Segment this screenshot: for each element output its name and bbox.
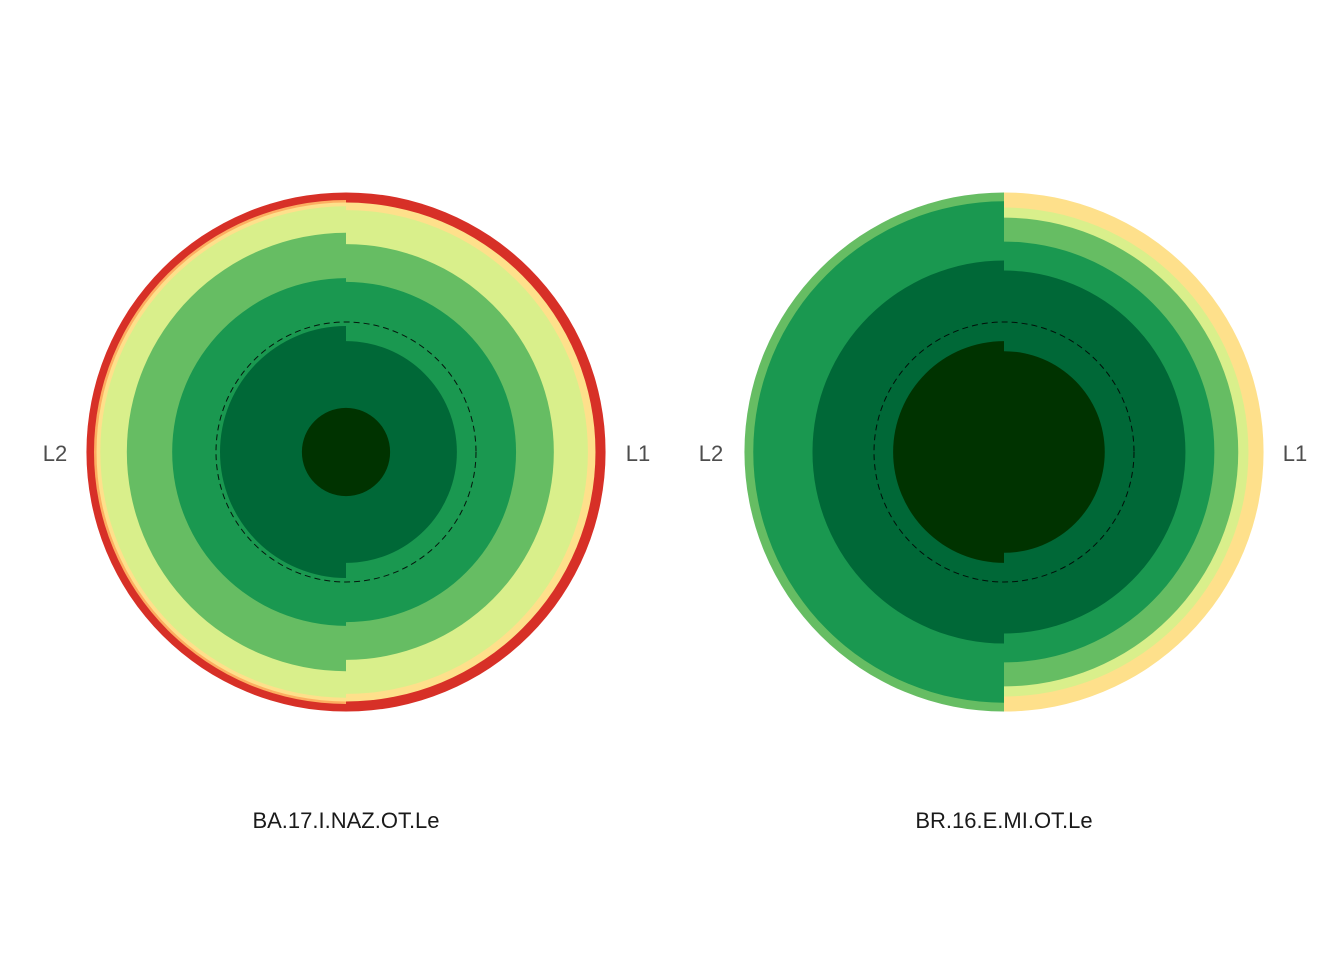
right-label: L1: [1283, 441, 1307, 466]
right-ring-0: [1004, 351, 1105, 553]
right-ring-0: [346, 407, 391, 497]
right-ring-1: [346, 341, 457, 563]
left-ring-0: [893, 341, 1004, 563]
panel-title: BR.16.E.MI.OT.Le: [915, 808, 1092, 833]
panel-title: BA.17.I.NAZ.OT.Le: [252, 808, 439, 833]
rings-group: [86, 192, 606, 712]
panel-br16: L2 L1 BR.16.E.MI.OT.Le: [699, 192, 1307, 833]
left-ring-0: [301, 407, 346, 497]
left-ring-1: [220, 326, 346, 578]
reference-circle: [873, 321, 1135, 583]
panel-ba17: L2 L1 BA.17.I.NAZ.OT.Le: [43, 192, 650, 833]
left-label: L2: [43, 441, 67, 466]
right-label: L1: [626, 441, 650, 466]
rings-group: [744, 192, 1264, 712]
reference-circle: [215, 321, 477, 583]
left-label: L2: [699, 441, 723, 466]
